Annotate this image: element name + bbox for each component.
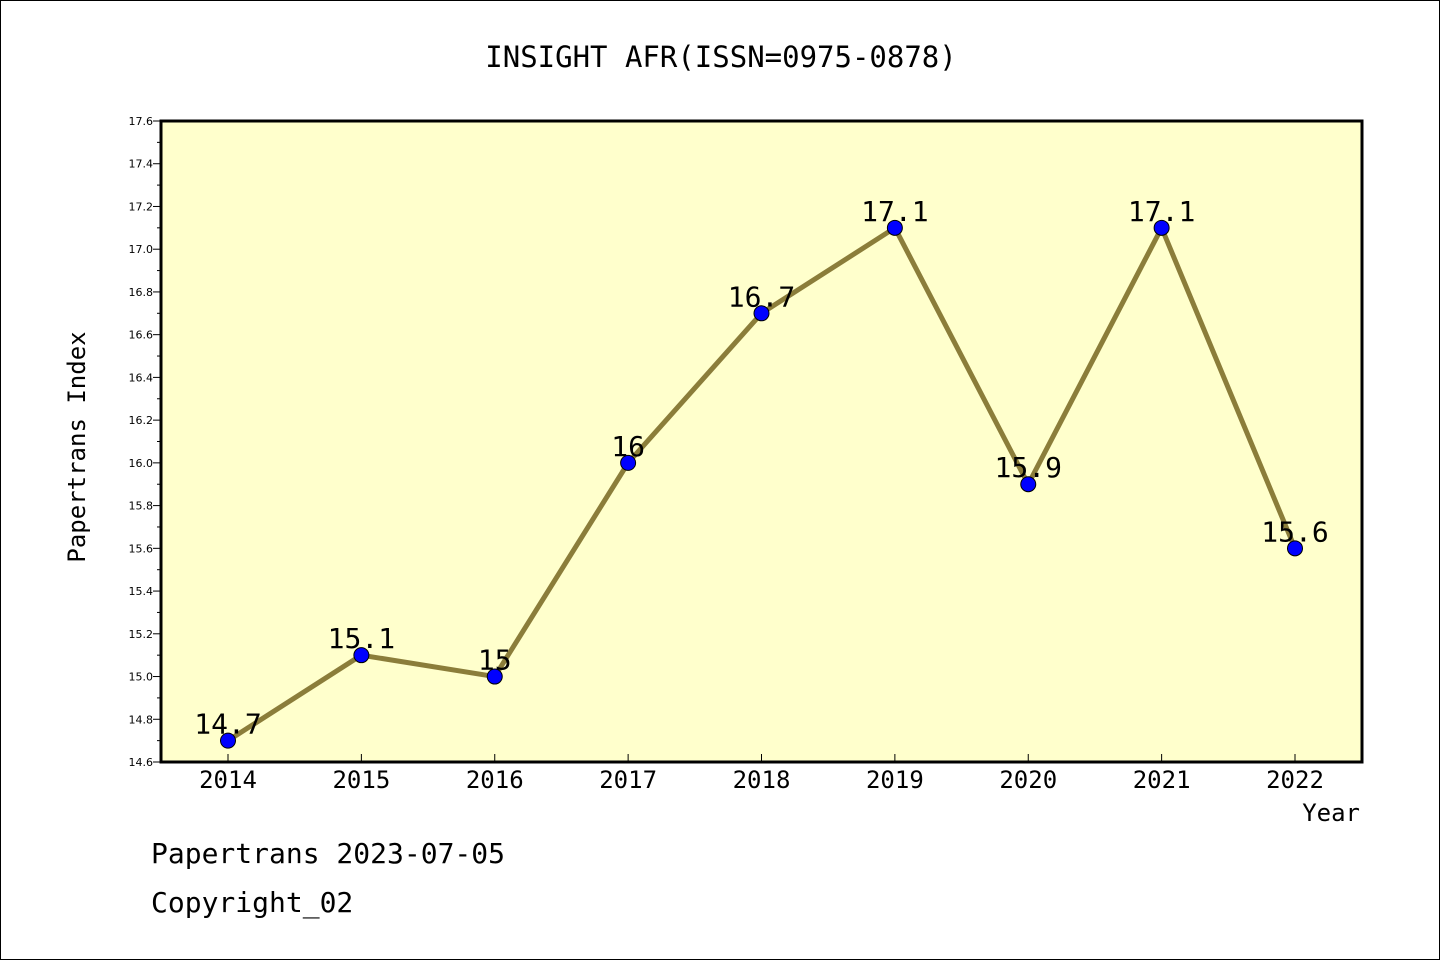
data-point <box>1020 476 1037 493</box>
data-label: 14.7 <box>194 708 261 741</box>
data-label: 15.6 <box>1261 515 1328 548</box>
y-tick-label: 17.2 <box>129 200 154 213</box>
y-tick-label: 17.4 <box>129 158 154 171</box>
data-label: 16.7 <box>728 280 795 313</box>
x-tick-label: 2015 <box>332 766 390 794</box>
x-axis-label: Year <box>1302 799 1360 827</box>
data-label: 17.1 <box>1128 195 1195 228</box>
data-point <box>1153 219 1170 236</box>
x-tick-label: 2014 <box>199 766 257 794</box>
series-layer: 14.7 15.1 15 16 16.7 17.1 15.9 17.1 15.6 <box>194 195 1329 749</box>
x-tick-label: 2022 <box>1266 766 1324 794</box>
chart-title: INSIGHT AFR(ISSN=0975-0878) <box>485 40 956 74</box>
y-tick-label: 14.8 <box>129 713 154 726</box>
y-tick-label: 15.2 <box>129 628 154 641</box>
footer-date: Papertrans 2023-07-05 <box>151 837 506 870</box>
y-tick-label: 16.6 <box>129 329 154 342</box>
x-tick-label: 2019 <box>866 766 924 794</box>
y-axis-label: Papertrans Index <box>63 331 91 562</box>
y-tick-label: 14.6 <box>129 756 154 769</box>
data-point <box>886 219 903 236</box>
x-tick-label: 2017 <box>599 766 657 794</box>
data-point <box>220 732 236 749</box>
y-tick-label: 16.4 <box>129 371 154 384</box>
y-tick-label: 17.6 <box>129 115 154 128</box>
y-tick-label: 17.0 <box>129 243 154 256</box>
data-point <box>1287 540 1303 557</box>
y-tick-label: 16.8 <box>129 286 154 299</box>
x-tick-label: 2018 <box>733 766 791 794</box>
data-point <box>486 668 503 685</box>
x-axis: 2014 2015 2016 2017 2018 2019 2020 2021 2022 <box>199 754 1324 794</box>
y-tick-label: 15.0 <box>129 671 154 684</box>
x-tick-label: 2021 <box>1133 766 1191 794</box>
footer-copyright: Copyright_02 <box>151 886 354 919</box>
data-point <box>753 305 770 322</box>
y-tick-label: 15.6 <box>129 542 154 555</box>
data-label: 15.1 <box>328 622 395 655</box>
y-tick-label: 16.0 <box>129 457 154 470</box>
y-axis: 14.6 14.8 15.0 15.2 15.4 15.6 15.8 16.0 16.2 16.4… <box>129 115 161 769</box>
data-label: 16 <box>611 430 645 463</box>
x-tick-label: 2016 <box>466 766 524 794</box>
y-tick-label: 16.2 <box>129 414 154 427</box>
x-tick-label: 2020 <box>999 766 1057 794</box>
data-label: 15 <box>478 644 512 677</box>
data-label: 15.9 <box>995 451 1062 484</box>
y-tick-label: 15.4 <box>129 585 154 598</box>
data-point <box>353 647 370 664</box>
y-tick-label: 15.8 <box>129 500 154 513</box>
data-point <box>620 454 637 471</box>
data-label: 17.1 <box>861 195 928 228</box>
